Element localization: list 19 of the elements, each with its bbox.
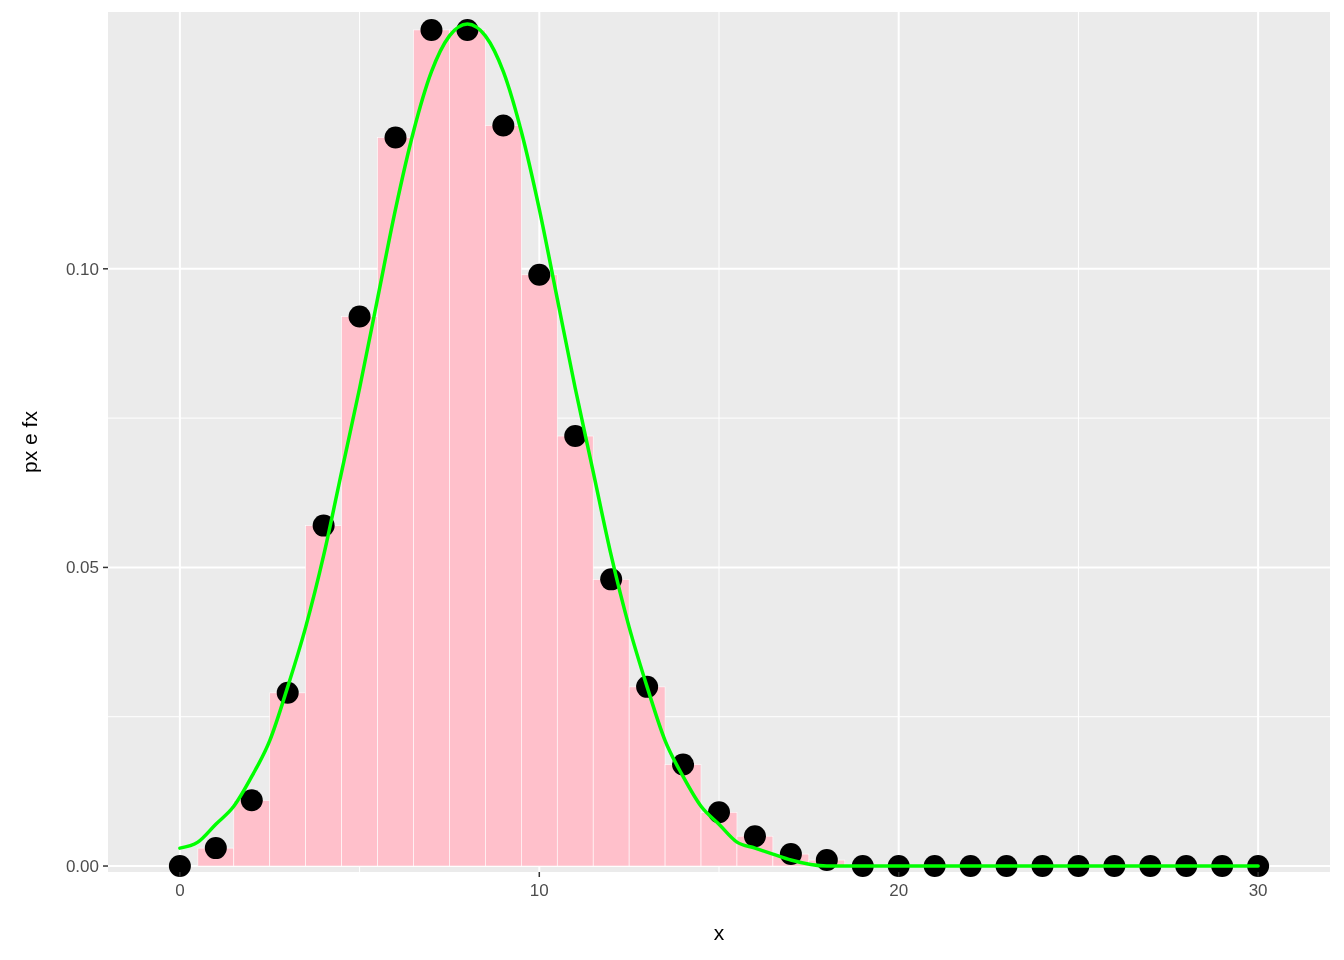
y-tick-label: 0.00 bbox=[65, 857, 99, 877]
x-tick-label: 30 bbox=[1248, 881, 1268, 900]
y-tick-label: 0.05 bbox=[65, 558, 99, 578]
x-axis-title: x bbox=[713, 921, 725, 944]
x-tick-label: 20 bbox=[889, 881, 909, 900]
point bbox=[204, 837, 227, 860]
point bbox=[348, 305, 371, 328]
point bbox=[420, 18, 443, 41]
point bbox=[168, 855, 191, 878]
x-tick-label: 0 bbox=[175, 881, 185, 900]
y-axis-title: px e fx bbox=[18, 410, 41, 473]
y-tick-label: 0.10 bbox=[65, 259, 99, 279]
point bbox=[743, 825, 766, 848]
point bbox=[528, 263, 551, 286]
point bbox=[564, 425, 587, 448]
point bbox=[240, 789, 263, 812]
x-tick-label: 10 bbox=[529, 881, 549, 900]
point bbox=[492, 114, 515, 137]
point bbox=[384, 126, 407, 149]
